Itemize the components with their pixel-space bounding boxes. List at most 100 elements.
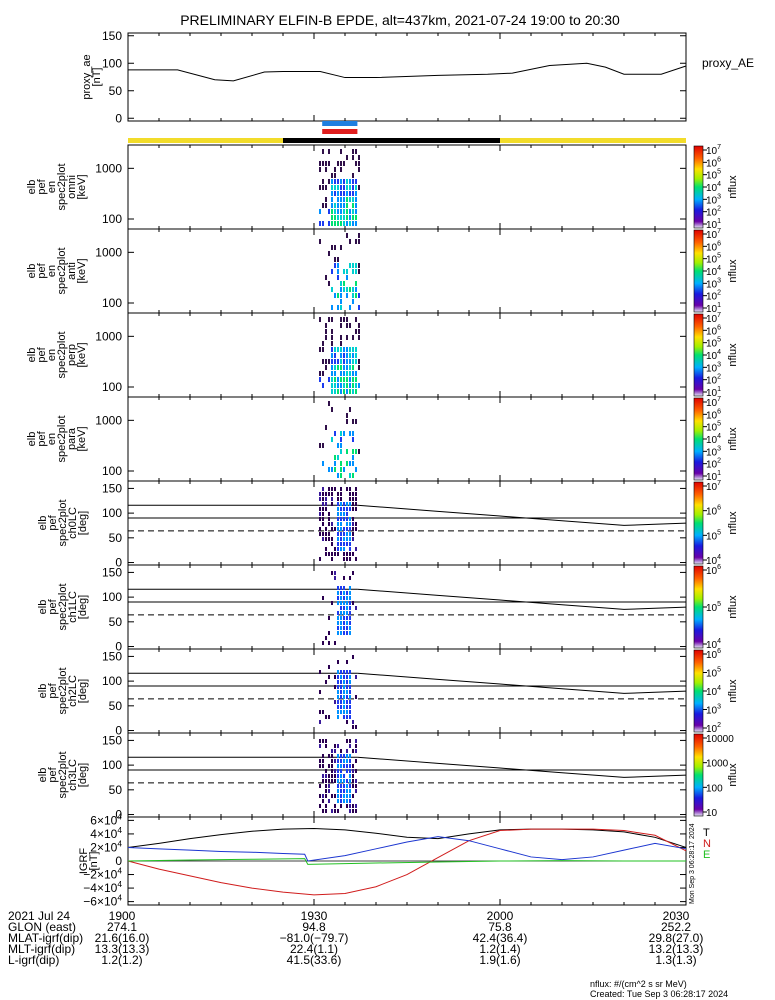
footer-row-value: 1.2(1.4) <box>479 942 520 956</box>
pitch-angle-pixel <box>337 784 339 788</box>
pitch-angle-pixel <box>352 527 354 531</box>
spectrogram-pixel <box>331 377 333 382</box>
spectrogram-pixel <box>346 269 348 274</box>
colorbar-tick-label: 104 <box>706 433 721 446</box>
pitch-angle-pixel <box>355 725 357 729</box>
spectrogram-pixel <box>328 251 330 256</box>
y-tick-label: −4×104 <box>83 879 122 895</box>
pitch-angle-pixel <box>343 685 345 689</box>
footer-row-value: 1.3(1.3) <box>655 953 696 967</box>
pitch-angle-pixel <box>319 512 321 516</box>
igrf-legend-T: T <box>703 827 710 839</box>
spectrogram-pixel <box>337 269 339 274</box>
pitch-angle-pixel <box>331 492 333 496</box>
pitch-angle-pixel <box>346 779 348 783</box>
spectrogram-pixel <box>334 431 336 436</box>
pitch-angle-pixel <box>340 621 342 625</box>
pitch-angle-pixel <box>349 680 351 684</box>
spectrogram-pixel <box>352 215 354 220</box>
pitch-angle-pixel <box>346 487 348 491</box>
colorbar-tick-label: 107 <box>706 228 721 241</box>
spectrogram-pixel <box>352 209 354 214</box>
spectrogram-pixel <box>337 473 339 478</box>
pitch-angle-pixel <box>325 789 327 793</box>
spec_omni-frame <box>127 144 687 230</box>
pitch-angle-pixel <box>340 690 342 694</box>
igrf-series-N <box>127 828 687 896</box>
spectrogram-pixel <box>334 347 336 352</box>
spectrogram-pixel <box>355 161 357 166</box>
colorbar-tick-label: 107 <box>706 312 721 325</box>
y-axis-label-line: ch0LC <box>67 507 79 539</box>
spectrogram-pixel <box>337 185 339 190</box>
spectrogram-pixel <box>349 359 351 364</box>
pitch-angle-pixel <box>349 670 351 674</box>
pitch-angle-pixel <box>328 799 330 803</box>
pa_ch2-frame <box>127 648 687 734</box>
pitch-angle-pixel <box>340 779 342 783</box>
y-axis-label-line: en <box>46 433 58 445</box>
pitch-angle-pixel <box>331 759 333 763</box>
spectrogram-pixel <box>349 287 351 292</box>
spectrogram-pixel <box>340 209 342 214</box>
pitch-angle-pixel <box>355 769 357 773</box>
pitch-angle-pixel <box>331 502 333 506</box>
spectrogram-pixel <box>334 185 336 190</box>
spectrogram-pixel <box>334 263 336 268</box>
y-axis-label-line: spec2plot <box>56 331 68 378</box>
y-tick-label: 1000 <box>95 329 122 343</box>
pitch-angle-pixel <box>346 749 348 753</box>
spectrogram-pixel <box>340 203 342 208</box>
spectrogram-pixel <box>328 377 330 382</box>
pitch-angle-pixel <box>346 557 348 561</box>
spectrogram-pixel <box>319 167 321 172</box>
pitch-angle-pixel <box>328 512 330 516</box>
spectrogram-pixel <box>349 461 351 466</box>
pitch-angle-pixel <box>346 596 348 600</box>
pitch-angle-pixel <box>337 759 339 763</box>
y-tick-label: −6×104 <box>83 893 122 909</box>
spectrogram-pixel <box>346 317 348 322</box>
pitch-angle-pixel <box>355 527 357 531</box>
pitch-angle-pixel <box>352 764 354 768</box>
y-axis-label-line: pef <box>36 346 48 362</box>
pitch-angle-pixel <box>343 557 345 561</box>
spectrogram-pixel <box>346 275 348 280</box>
pitch-angle-pixel <box>349 794 351 798</box>
pitch-angle-pixel <box>322 710 324 714</box>
side-stamp: Mon Sep 3 06:28:17 2024 <box>689 823 696 904</box>
spectrogram-pixel <box>340 179 342 184</box>
pitch-angle-pixel <box>325 497 327 501</box>
colorbar-tick-label: 107 <box>706 396 721 409</box>
pitch-angle-pixel <box>346 502 348 506</box>
spectrogram-pixel <box>358 185 360 190</box>
pitch-angle-pixel <box>322 809 324 813</box>
pitch-angle-pixel <box>325 507 327 511</box>
pitch-angle-pixel <box>328 784 330 788</box>
spectrogram-pixel <box>346 155 348 160</box>
pitch-angle-pixel <box>340 759 342 763</box>
spectrogram-pixel <box>340 305 342 310</box>
pitch-angle-pixel <box>340 700 342 704</box>
spectrogram-pixel <box>340 389 342 394</box>
y-tick-label: 1000 <box>95 245 122 259</box>
spectrogram-pixel <box>340 371 342 376</box>
spectrogram-pixel <box>352 455 354 460</box>
colorbar-tick-label: 105 <box>706 253 721 266</box>
pitch-angle-pixel <box>325 547 327 551</box>
spectrogram-pixel <box>352 179 354 184</box>
spectrogram-pixel <box>337 443 339 448</box>
pitch-angle-pixel <box>325 636 327 640</box>
spectrogram-pixel <box>352 389 354 394</box>
spectrogram-pixel <box>358 233 360 238</box>
pitch-angle-pixel <box>334 749 336 753</box>
spectrogram-pixel <box>343 431 345 436</box>
pitch-angle-pixel <box>352 497 354 501</box>
spectrogram-pixel <box>340 161 342 166</box>
pitch-angle-pixel <box>346 764 348 768</box>
spectrogram-pixel <box>355 359 357 364</box>
y-axis-label-line: [keV] <box>76 258 88 283</box>
pitch-angle-pixel <box>337 626 339 630</box>
